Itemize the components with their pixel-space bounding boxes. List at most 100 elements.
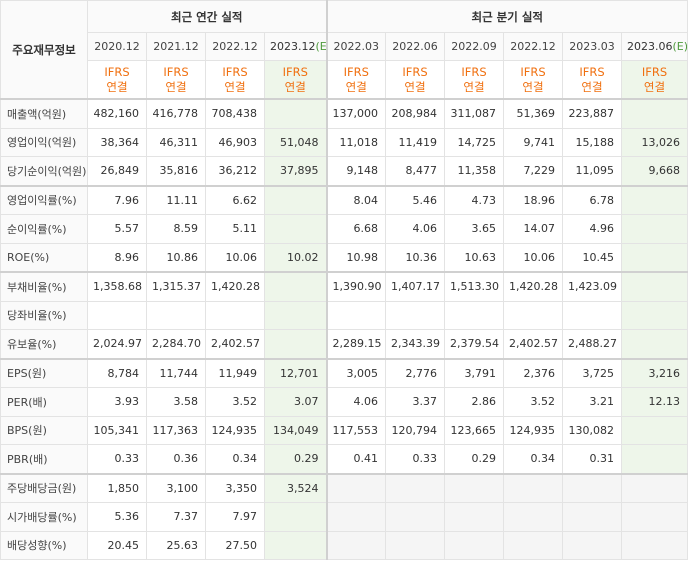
consolidated-label: 연결 (345, 79, 367, 94)
table-cell: 1,390.90 (325, 271, 386, 302)
table-cell (385, 300, 445, 330)
period-label: 2023.03 (569, 40, 615, 53)
period-label: 2023.06 (627, 40, 673, 53)
row-label: 매출액(억원) (0, 98, 88, 129)
table-cell: 51,048 (264, 127, 327, 157)
table-row: 유보율(%) 2,024.97 2,284.70 2,402.57 2,289.15 2,… (0, 329, 689, 359)
table-row: ROE(%) 8.96 10.86 10.06 10.02 10.98 10.36 10.63… (0, 242, 689, 273)
table-cell: 311,087 (444, 98, 504, 129)
row-label: 당좌비율(%) (0, 300, 88, 330)
table-row: 배당성향(%) 20.45 25.63 27.50 (0, 530, 689, 560)
table-cell: 3.52 (205, 387, 265, 417)
row-label: 순이익률(%) (0, 214, 88, 244)
row-label: 시가배당률(%) (0, 502, 88, 532)
table-row: 당좌비율(%) (0, 300, 689, 330)
table-cell (264, 98, 327, 129)
estimate-marker: (E) (672, 40, 688, 53)
table-row: PBR(배) 0.33 0.36 0.34 0.29 0.41 0.33 0.29 0.34 0.… (0, 444, 689, 474)
table-row: EPS(원) 8,784 11,744 11,949 12,701 3,005 2,776 3… (0, 357, 689, 388)
table-cell: 3.93 (87, 387, 147, 417)
table-cell (264, 329, 327, 359)
table-row: BPS(원) 105,341 117,363 124,935 134,049 117,55… (0, 415, 689, 445)
ifrs-label: IFRS (104, 64, 130, 79)
table-cell: 6.78 (562, 184, 622, 215)
table-cell: 36,212 (205, 156, 265, 186)
consolidated-label: 연결 (106, 79, 128, 94)
annual-group-header: 최근 연간 실적 (87, 0, 327, 33)
estimate-marker: (E) (315, 40, 327, 53)
table-cell (562, 530, 622, 560)
table-row: 영업이익률(%) 7.96 11.11 6.62 8.04 5.46 4.73 18.96 6.… (0, 184, 689, 215)
table-cell: 7,229 (503, 156, 563, 186)
table-cell: 12.13 (620, 387, 689, 417)
table-cell (325, 530, 386, 560)
table-cell: 0.41 (325, 444, 386, 474)
table-cell (264, 502, 327, 532)
period-header: 2021.12 (146, 32, 206, 61)
row-label: PBR(배) (0, 444, 88, 474)
period-header-row: 2020.122021.122022.122023.12(E)2022.0320… (1, 32, 689, 61)
table-cell: 0.34 (503, 444, 563, 474)
consolidated-label: 연결 (404, 79, 426, 94)
table-cell: 5.11 (205, 214, 265, 244)
table-cell: 4.73 (444, 184, 504, 215)
ifrs-header: IFRS 연결 (264, 60, 327, 100)
table-cell (325, 300, 386, 330)
table-cell: 0.29 (444, 444, 504, 474)
table-cell (264, 184, 327, 215)
row-label: PER(배) (0, 387, 88, 417)
period-header: 2022.03 (325, 32, 386, 61)
table-cell: 11,358 (444, 156, 504, 186)
table-cell: 124,935 (205, 415, 265, 445)
table-cell: 2,379.54 (444, 329, 504, 359)
table-cell (264, 214, 327, 244)
table-cell: 7.96 (87, 184, 147, 215)
table-cell: 10.45 (562, 242, 622, 273)
table-cell: 3.21 (562, 387, 622, 417)
ifrs-header: IFRS 연결 (503, 60, 563, 100)
table-cell: 3,791 (444, 357, 504, 388)
table-cell: 3,725 (562, 357, 622, 388)
table-cell: 2,284.70 (146, 329, 206, 359)
table-cell (385, 502, 445, 532)
ifrs-header-row: IFRS 연결 IFRS 연결 IFRS 연결 IFRS 연결 IFRS 연결 IFRS 연결 IFRS… (1, 60, 689, 100)
table-cell: 2,376 (503, 357, 563, 388)
table-cell: 11,744 (146, 357, 206, 388)
row-label: 배당성향(%) (0, 530, 88, 560)
table-cell: 123,665 (444, 415, 504, 445)
table-cell: 3,350 (205, 472, 265, 503)
period-header: 2023.06(E) (620, 32, 689, 61)
table-cell (325, 502, 386, 532)
table-cell: 1,420.28 (205, 271, 265, 302)
row-label: 당기순이익(억원) (0, 156, 88, 186)
table-cell (620, 242, 689, 273)
ifrs-header: IFRS 연결 (146, 60, 206, 100)
table-cell: 2,402.57 (503, 329, 563, 359)
table-cell: 482,160 (87, 98, 147, 129)
ifrs-label: IFRS (343, 64, 369, 79)
period-header: 2023.03 (562, 32, 622, 61)
table-cell: 5.57 (87, 214, 147, 244)
table-cell: 9,741 (503, 127, 563, 157)
table-cell (503, 530, 563, 560)
consolidated-label: 연결 (522, 79, 544, 94)
period-header: 2022.12 (205, 32, 265, 61)
table-cell: 10.06 (205, 242, 265, 273)
table-cell (503, 472, 563, 503)
table-cell: 10.86 (146, 242, 206, 273)
row-label: 영업이익률(%) (0, 184, 88, 215)
table-cell: 3,005 (325, 357, 386, 388)
table-cell: 38,364 (87, 127, 147, 157)
period-label: 2021.12 (153, 40, 199, 53)
table-cell: 7.97 (205, 502, 265, 532)
table-cell: 46,903 (205, 127, 265, 157)
ifrs-label: IFRS (222, 64, 248, 79)
table-cell: 3.52 (503, 387, 563, 417)
table-cell: 5.46 (385, 184, 445, 215)
table-row: PER(배) 3.93 3.58 3.52 3.07 4.06 3.37 2.86 3.52 3.… (0, 387, 689, 417)
table-cell (620, 329, 689, 359)
table-cell: 0.31 (562, 444, 622, 474)
table-cell: 11,018 (325, 127, 386, 157)
table-cell: 1,850 (87, 472, 147, 503)
